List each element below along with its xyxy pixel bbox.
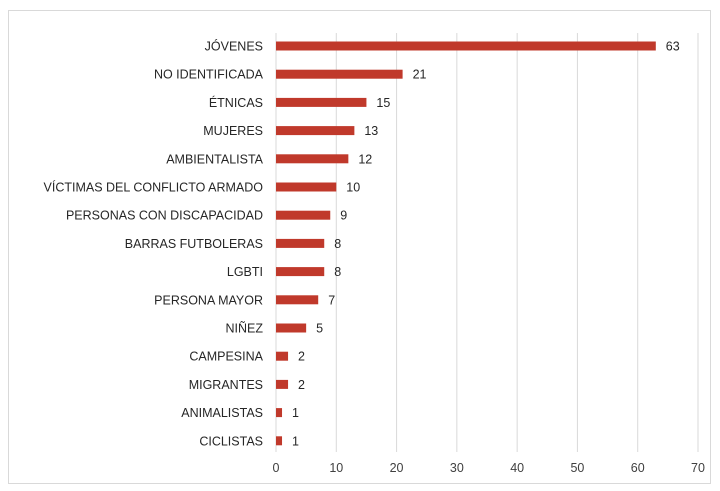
data-label: 8 (334, 265, 341, 279)
x-tick-label: 0 (273, 461, 280, 475)
data-label: 7 (328, 293, 335, 307)
category-label: CAMPESINA (189, 350, 263, 364)
bar (276, 154, 349, 164)
category-label: AMBIENTALISTA (166, 152, 263, 166)
category-label: MUJERES (203, 124, 263, 138)
category-label: BARRAS FUTBOLERAS (125, 237, 263, 251)
category-label: NIÑEZ (226, 322, 264, 336)
bar (276, 182, 337, 192)
data-label: 2 (298, 350, 305, 364)
x-tick-label: 30 (450, 461, 464, 475)
x-axis-tick-labels: 0 10 20 30 40 50 60 70 (273, 461, 705, 475)
bar (276, 295, 319, 305)
data-label: 10 (346, 181, 360, 195)
category-label: VÍCTIMAS DEL CONFLICTO ARMADO (44, 180, 264, 195)
category-label: ÉTNICAS (209, 95, 263, 110)
category-label: CICLISTAS (199, 434, 263, 448)
bar (276, 97, 367, 107)
category-label: JÓVENES (205, 39, 263, 54)
bar (276, 41, 656, 51)
category-label: MIGRANTES (189, 378, 263, 392)
data-label: 15 (376, 96, 390, 110)
data-label: 1 (292, 406, 299, 420)
data-label: 2 (298, 378, 305, 392)
data-label: 63 (666, 40, 680, 54)
bar (276, 210, 331, 220)
data-label: 1 (292, 434, 299, 448)
x-tick-label: 60 (631, 461, 645, 475)
x-tick-label: 20 (390, 461, 404, 475)
data-label: 8 (334, 237, 341, 251)
bar (276, 238, 325, 248)
bars (276, 41, 656, 446)
bar (276, 267, 325, 277)
data-label: 9 (340, 209, 347, 223)
bar (276, 436, 283, 446)
bar (276, 379, 289, 389)
category-label: PERSONA MAYOR (154, 293, 263, 307)
data-label: 21 (413, 68, 427, 82)
bar (276, 69, 403, 79)
x-tick-label: 40 (510, 461, 524, 475)
bar (276, 126, 355, 136)
bar (276, 323, 307, 333)
category-label: NO IDENTIFICADA (154, 68, 264, 82)
chart-frame (8, 10, 711, 484)
bar (276, 351, 289, 361)
category-label: PERSONAS CON DISCAPACIDAD (66, 209, 263, 223)
category-label: LGBTI (227, 265, 263, 279)
data-label: 12 (358, 152, 372, 166)
data-label: 5 (316, 322, 323, 336)
data-label: 13 (364, 124, 378, 138)
bar (276, 408, 283, 418)
category-label: ANIMALISTAS (181, 406, 263, 420)
x-tick-label: 70 (691, 461, 705, 475)
x-tick-label: 50 (570, 461, 584, 475)
x-tick-label: 10 (329, 461, 343, 475)
category-labels: JÓVENES NO IDENTIFICADA ÉTNICAS MUJERES AMBI… (44, 39, 264, 449)
